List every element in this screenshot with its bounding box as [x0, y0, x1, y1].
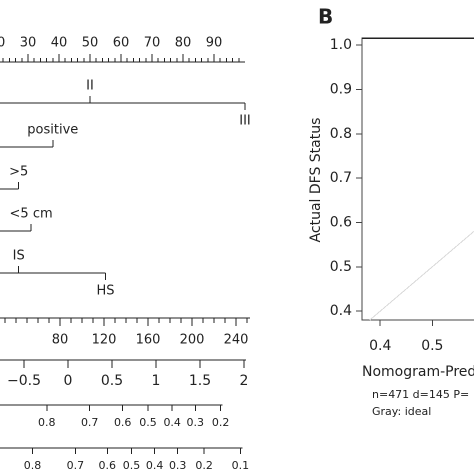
level-label: IS	[13, 249, 25, 264]
tick-label: 200	[180, 333, 205, 348]
tick-label: −0.5	[7, 373, 41, 389]
plot-frame	[361, 37, 474, 321]
tick-label: 0.1	[232, 459, 250, 472]
tick-label: 60	[113, 36, 130, 51]
tick-label: 70	[144, 36, 161, 51]
tick-label: 0.6	[99, 459, 117, 472]
tick-label: 0.2	[195, 459, 213, 472]
y-axis-label: Actual DFS Status	[308, 118, 324, 243]
ideal-line	[369, 230, 474, 321]
tick-label: 0.5	[101, 373, 123, 389]
tick-label: 0.8	[330, 126, 352, 142]
annotation: n=471 d=145 P=	[372, 388, 469, 401]
tick-label: 0.7	[67, 459, 85, 472]
tick-label: 80	[52, 333, 69, 348]
tick-label: 0.8	[38, 416, 56, 429]
tick-label: 0.7	[81, 416, 99, 429]
tick-label: 0.5	[421, 338, 443, 354]
annotation: Gray: ideal	[372, 405, 431, 418]
level-label: HS	[96, 284, 114, 299]
tick-label: 0	[64, 373, 73, 389]
tick-label: 2	[240, 373, 249, 389]
tick-label: 1.0	[330, 37, 352, 53]
level-label: positive	[27, 123, 78, 138]
tick-label: 0.9	[330, 81, 352, 97]
tick-label: 90	[206, 36, 223, 51]
tick-label: 0.3	[187, 416, 205, 429]
tick-label: 0.2	[212, 416, 230, 429]
tick-label: 160	[136, 333, 161, 348]
tick-label: 0.5	[139, 416, 157, 429]
tick-label: 0.8	[24, 459, 42, 472]
level-label: >5	[9, 165, 28, 180]
tick-label: 0.6	[114, 416, 132, 429]
tick-label: 0.7	[330, 170, 352, 186]
tick-label: 80	[175, 36, 192, 51]
tick-label: 0.5	[123, 459, 141, 472]
tick-label: 0.5	[330, 259, 352, 275]
tick-label: 0.6	[330, 214, 352, 230]
tick-label: 1	[152, 373, 161, 389]
tick-label: 20	[0, 36, 5, 51]
tick-label: 240	[224, 333, 249, 348]
tick-label: 50	[82, 36, 99, 51]
tick-label: 120	[92, 333, 117, 348]
tick-label: 0.3	[169, 459, 187, 472]
panel-label: B	[318, 5, 333, 29]
level-label: II	[86, 79, 94, 94]
x-axis-label: Nomogram-Pred	[362, 364, 474, 380]
tick-label: 0.4	[146, 459, 164, 472]
tick-label: 30	[20, 36, 37, 51]
plot-area	[361, 37, 474, 321]
tick-label: 0.4	[163, 416, 181, 429]
tick-label: 1.5	[189, 373, 211, 389]
level-label: III	[239, 114, 251, 129]
tick-label: 0.4	[369, 338, 391, 354]
tick-label: 40	[51, 36, 68, 51]
level-label: <5 cm	[10, 207, 53, 222]
tick-label: 0.4	[330, 303, 352, 319]
